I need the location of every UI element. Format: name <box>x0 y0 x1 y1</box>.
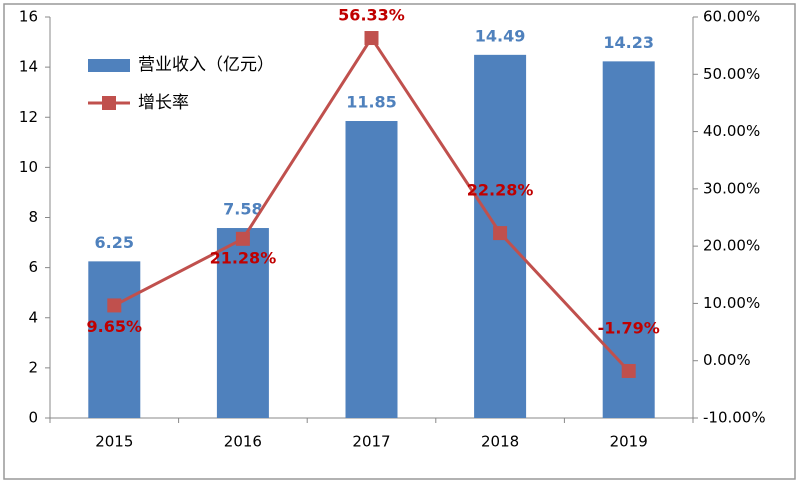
x-tick-label: 2018 <box>481 433 519 451</box>
y-tick-label: 10 <box>19 158 38 176</box>
x-tick-label: 2016 <box>224 433 262 451</box>
y2-tick-label: 0.00% <box>703 351 751 369</box>
y-tick-label: 0 <box>28 409 38 427</box>
bar-value-label: 14.49 <box>475 26 526 45</box>
y2-tick-label: 10.00% <box>703 294 760 312</box>
y-tick-label: 12 <box>19 108 38 126</box>
chart-border <box>3 3 796 480</box>
line-value-label: -1.79% <box>598 318 660 337</box>
bar-value-label: 7.58 <box>223 200 262 219</box>
line-value-label: 21.28% <box>210 248 277 267</box>
bar <box>216 228 269 418</box>
line-value-label: 9.65% <box>87 317 143 336</box>
x-tick-label: 2015 <box>95 433 133 451</box>
line-value-label: 22.28% <box>467 181 534 200</box>
bar-value-label: 6.25 <box>95 233 134 252</box>
bar <box>88 261 141 418</box>
line-marker <box>621 363 636 378</box>
y2-tick-label: 40.00% <box>703 122 760 140</box>
line-value-label: 56.33% <box>338 6 405 25</box>
legend-swatch <box>102 96 116 110</box>
y2-tick-label: 20.00% <box>703 237 760 255</box>
y-tick-label: 6 <box>28 258 38 276</box>
y2-tick-label: 30.00% <box>703 179 760 197</box>
y-tick-label: 16 <box>19 8 38 26</box>
line-marker <box>107 298 122 313</box>
x-tick-label: 2019 <box>610 433 648 451</box>
legend-label: 增长率 <box>138 93 189 113</box>
line-marker <box>493 226 508 241</box>
y-tick-label: 2 <box>28 358 38 376</box>
y-tick-label: 8 <box>28 208 38 226</box>
line-marker <box>235 231 250 246</box>
bar <box>602 61 655 418</box>
legend-swatch <box>88 59 130 72</box>
bar <box>345 121 398 419</box>
bar-value-label: 14.23 <box>603 33 654 52</box>
bar-value-label: 11.85 <box>346 93 397 112</box>
x-tick-label: 2017 <box>352 433 390 451</box>
line-marker <box>364 31 379 46</box>
y2-tick-label: -10.00% <box>703 409 766 427</box>
y2-tick-label: 50.00% <box>703 65 760 83</box>
legend-label: 营业收入（亿元） <box>138 55 274 75</box>
y-tick-label: 4 <box>28 308 38 326</box>
y2-tick-label: 60.00% <box>703 8 760 26</box>
y-tick-label: 14 <box>19 58 38 76</box>
